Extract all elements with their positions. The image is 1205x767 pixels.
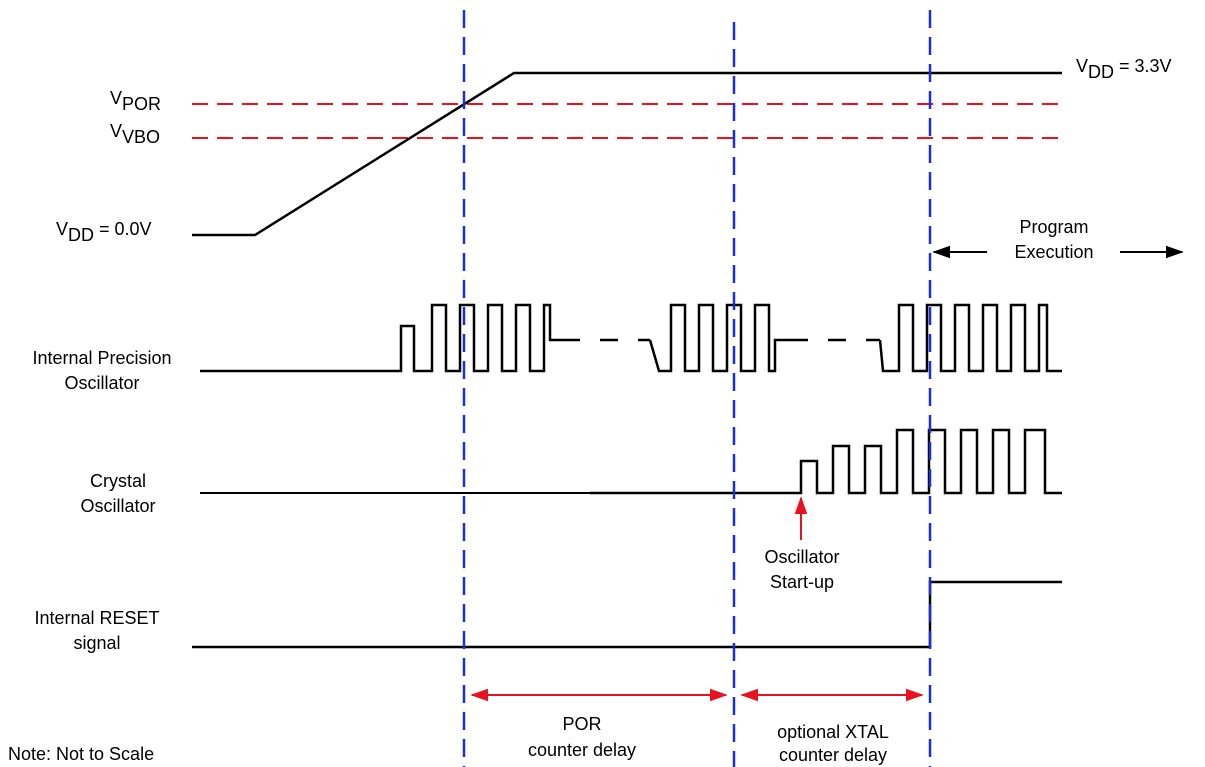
program-exec-line2: Execution (1014, 242, 1093, 262)
reset-label-line1: Internal RESET (34, 608, 159, 628)
ipo-waveform (200, 303, 1062, 373)
vvbo-label: VVBO (110, 121, 160, 147)
startup-label-line2: Start-up (770, 572, 834, 592)
ipo-label-line1: Internal Precision (32, 348, 171, 368)
xtal-label-line2: Oscillator (80, 496, 155, 516)
por-delay-label-line1: POR (562, 714, 601, 734)
reset-waveform (192, 580, 1062, 649)
xtal-delay-label-line2: counter delay (779, 745, 887, 765)
vdd-low-label: VDD = 0.0V (56, 219, 152, 245)
startup-label-line1: Oscillator (764, 547, 839, 567)
vpor-label: VPOR (110, 88, 161, 114)
xtal-delay-label-line1: optional XTAL (777, 722, 889, 742)
program-exec-line1: Program (1019, 217, 1088, 237)
xtal-label-line1: Crystal (90, 471, 146, 491)
reset-label-line2: signal (73, 633, 120, 653)
ipo-label-line2: Oscillator (64, 373, 139, 393)
scale-note: Note: Not to Scale (8, 744, 154, 764)
vdd-high-label: VDD = 3.3V (1076, 56, 1172, 82)
por-delay-label-line2: counter delay (528, 740, 636, 760)
crystal-waveform (200, 428, 1062, 495)
vdd-waveform (192, 71, 1062, 237)
